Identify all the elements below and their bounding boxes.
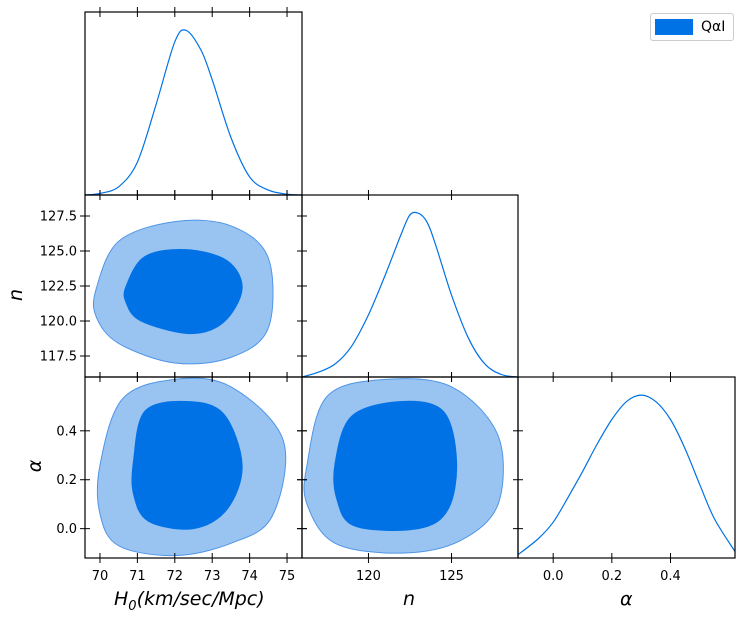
- xlabel-alpha: α: [620, 588, 633, 610]
- xtick-label-H0: 73: [204, 569, 221, 584]
- legend-swatch: [655, 19, 693, 35]
- xtick-label-H0: 72: [167, 569, 184, 584]
- marginal-curve-alpha: [517, 394, 736, 556]
- xtick-label-alpha: 0.2: [601, 569, 622, 584]
- ytick-label-alpha: 0.0: [56, 522, 77, 537]
- ylabel-n: n: [5, 288, 28, 302]
- xtick-label-n: 120: [356, 569, 381, 584]
- xlabel-h0: H0(km/sec/Mpc): [114, 588, 265, 614]
- ytick-label-n: 127.5: [40, 210, 77, 225]
- xlabel-h0-sub: 0: [128, 598, 137, 614]
- panel-frame-alpha-alpha: [517, 376, 736, 559]
- ytick-label-alpha: 0.2: [56, 473, 77, 488]
- xlabel-n: n: [403, 588, 416, 610]
- ytick-label-n: 125.0: [40, 245, 77, 260]
- contour-inner-n_alpha: [333, 400, 458, 531]
- ytick-label-n: 120.0: [40, 315, 77, 330]
- panel-frame-n-n: [301, 194, 519, 378]
- ylabel-alpha: α: [23, 459, 46, 473]
- marginal-curve-n: [301, 211, 519, 378]
- contour-inner-H0_alpha: [131, 400, 243, 530]
- xlabel-h0-base: H: [114, 588, 129, 610]
- ytick-label-n: 117.5: [40, 350, 77, 365]
- legend-label: QαI: [701, 19, 726, 35]
- xtick-label-H0: 75: [279, 569, 296, 584]
- xtick-label-H0: 71: [129, 569, 146, 584]
- panel-frame-H0-H0: [84, 11, 303, 196]
- xtick-label-n: 125: [439, 569, 464, 584]
- xtick-label-alpha: 0.0: [543, 569, 564, 584]
- ytick-label-alpha: 0.4: [56, 424, 77, 439]
- legend: QαI: [650, 13, 734, 41]
- xtick-label-alpha: 0.4: [660, 569, 681, 584]
- xtick-label-H0: 70: [92, 569, 109, 584]
- xtick-label-H0: 74: [241, 569, 258, 584]
- marginal-curve-H0: [84, 29, 303, 196]
- ytick-label-n: 122.5: [40, 280, 77, 295]
- contour-inner-H0_n: [123, 248, 243, 335]
- xlabel-h0-rest: (km/sec/Mpc): [136, 588, 265, 610]
